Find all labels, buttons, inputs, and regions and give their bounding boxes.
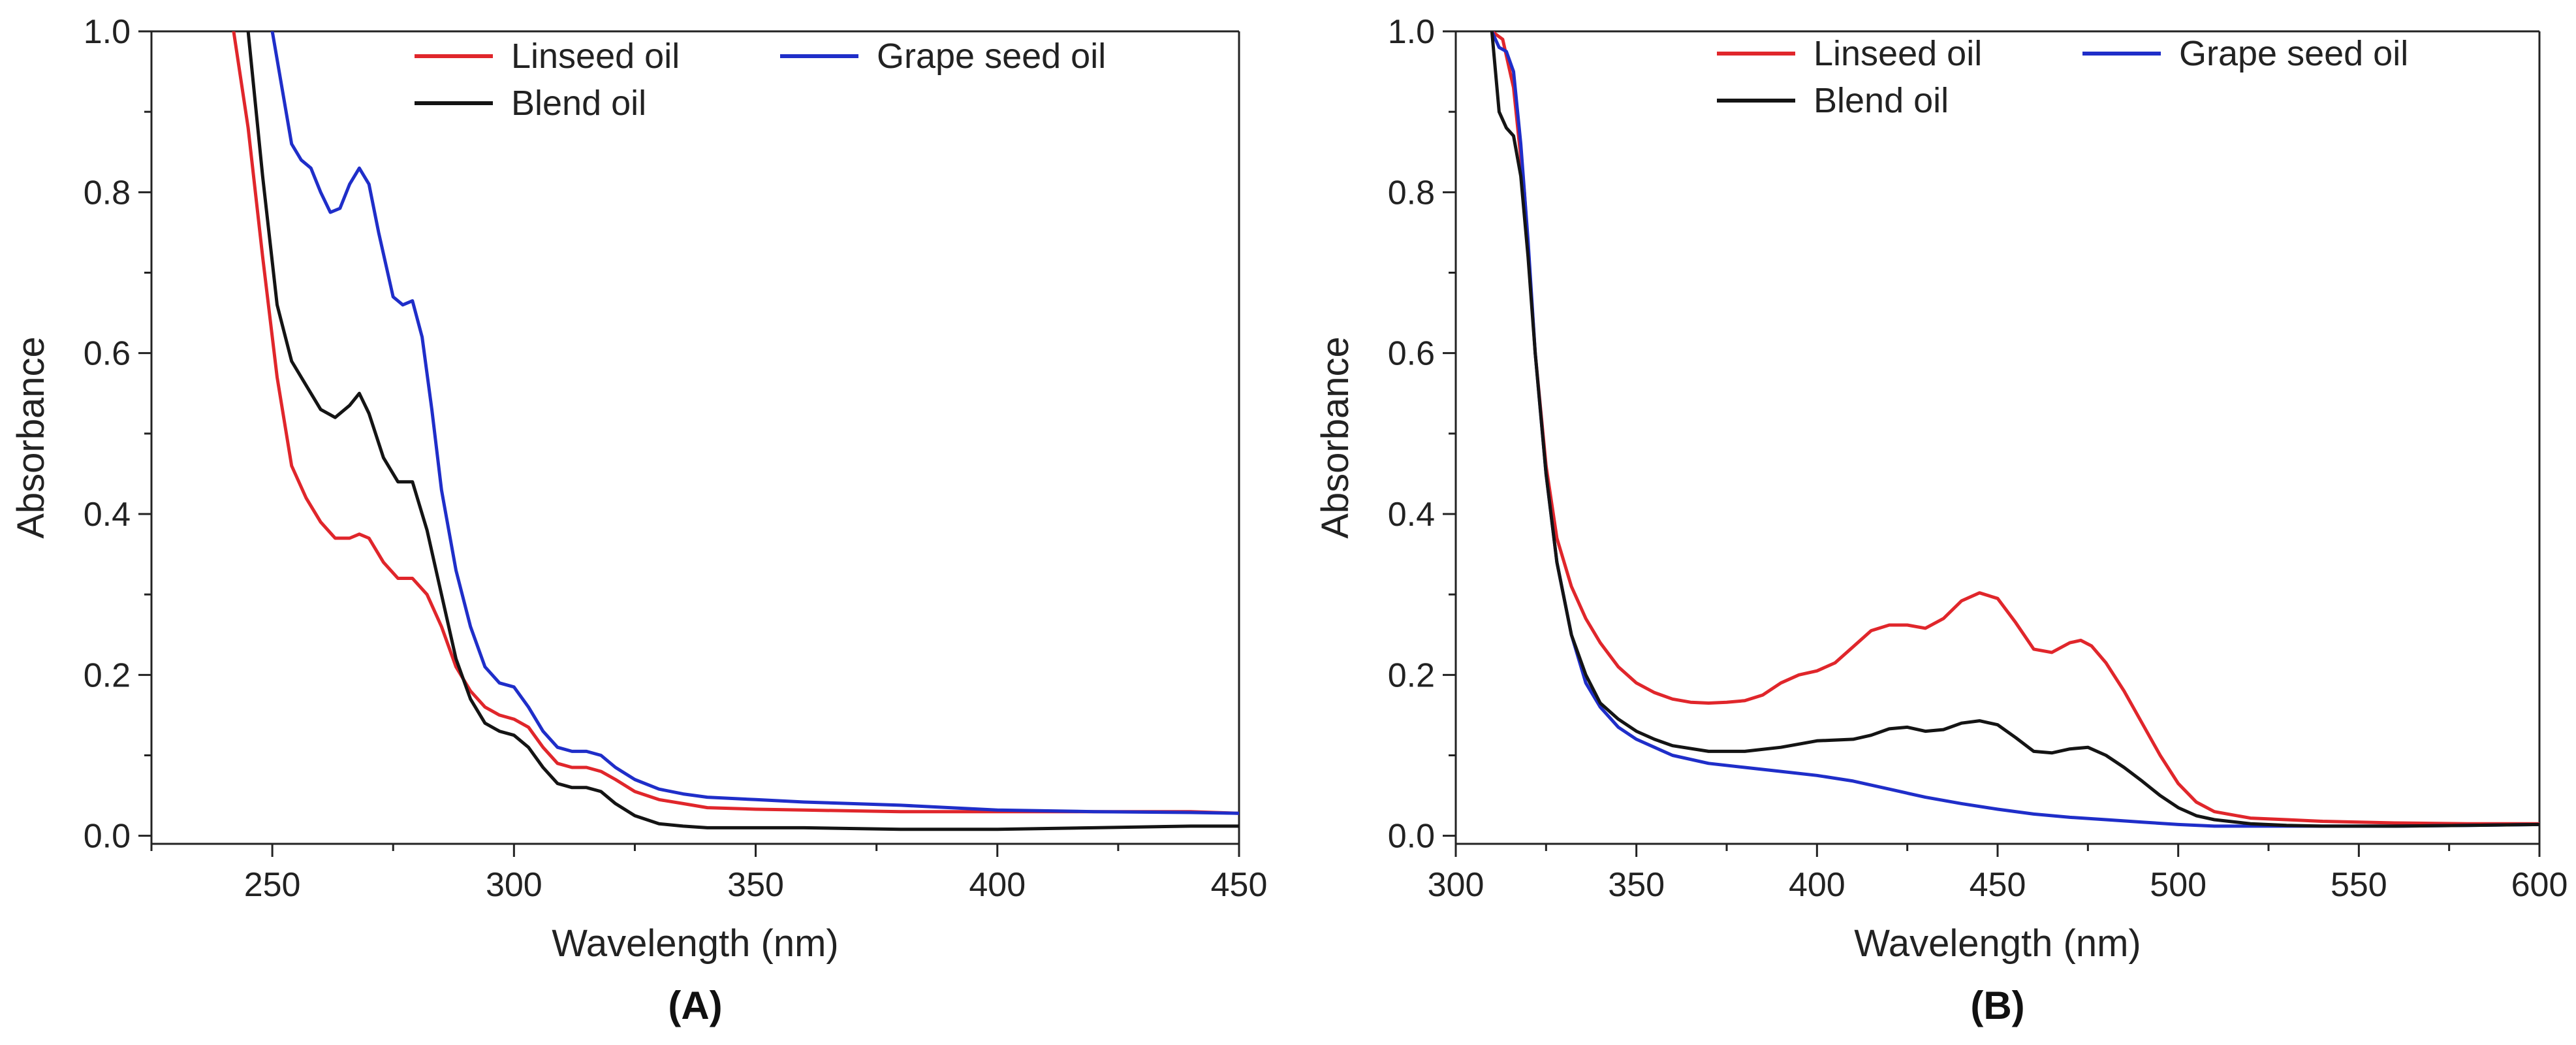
panel-a-x-tick-label-350: 350 bbox=[727, 866, 784, 904]
panel-b-y-tick-label-4: 0.8 bbox=[1388, 174, 1435, 212]
panel-b-x-tick-label-300: 300 bbox=[1428, 866, 1484, 904]
panel-b-y-tick-label-5: 1.0 bbox=[1388, 13, 1435, 51]
panel-a-y-tick-label-2: 0.4 bbox=[84, 496, 131, 534]
panel-a-legend-label-blend-oil: Blend oil bbox=[511, 84, 646, 123]
panel-a-x-tick-label-400: 400 bbox=[969, 866, 1026, 904]
panel-a-y-tick-label-5: 1.0 bbox=[84, 13, 131, 51]
panel-b-y-axis-label: Absorbance bbox=[1314, 336, 1357, 539]
panel-b-y-tick-label-1: 0.2 bbox=[1388, 656, 1435, 694]
panel-a-caption: (A) bbox=[668, 984, 722, 1027]
panel-b-caption: (B) bbox=[1970, 984, 2024, 1027]
panel-a-y-tick-label-3: 0.6 bbox=[84, 335, 131, 373]
panel-b-legend-label-blend-oil: Blend oil bbox=[1814, 81, 1949, 120]
panel-b-series-line-linseed-oil bbox=[1490, 31, 2539, 826]
panel-b-x-tick-label-600: 600 bbox=[2511, 866, 2568, 904]
panel-b-x-axis-label: Wavelength (nm) bbox=[1854, 922, 2141, 965]
panel-a-series-line-grape-seed-oil bbox=[270, 31, 1239, 815]
panel-b-legend-label-linseed-oil: Linseed oil bbox=[1814, 34, 1982, 73]
panel-b-x-tick-label-500: 500 bbox=[2150, 866, 2207, 904]
panel-a-x-tick-label-450: 450 bbox=[1211, 866, 1268, 904]
panel-a-series-line-linseed-oil bbox=[232, 31, 1239, 815]
panel-a-x-tick-label-250: 250 bbox=[244, 866, 301, 904]
chart-panel-a: 250 300 350 400 450 0.0 0.2 0.4 0.6 0.8 1.0 Wavelen… bbox=[10, 13, 1267, 1027]
panel-b-x-tick-label-350: 350 bbox=[1608, 866, 1665, 904]
panel-a-y-tick-label-0: 0.0 bbox=[84, 818, 131, 856]
panel-b-y-tick-label-3: 0.6 bbox=[1388, 335, 1435, 373]
panel-a-legend-label-grape-seed-oil: Grape seed oil bbox=[877, 37, 1106, 76]
panel-a-series-line-blend-oil bbox=[246, 31, 1239, 831]
panel-a-y-tick-label-1: 0.2 bbox=[84, 656, 131, 694]
panel-b-y-tick-label-0: 0.0 bbox=[1388, 818, 1435, 856]
panel-b-x-tick-label-550: 550 bbox=[2331, 866, 2387, 904]
panel-a-x-axis-label: Wavelength (nm) bbox=[552, 922, 838, 965]
panel-b-y-tick-label-2: 0.4 bbox=[1388, 496, 1435, 534]
panel-b-x-tick-label-400: 400 bbox=[1789, 866, 1846, 904]
panel-b-legend-label-grape-seed-oil: Grape seed oil bbox=[2179, 34, 2408, 73]
panel-a-legend-label-linseed-oil: Linseed oil bbox=[511, 37, 680, 76]
panel-a-x-tick-label-300: 300 bbox=[486, 866, 542, 904]
panel-b-series-line-blend-oil bbox=[1490, 31, 2539, 828]
panel-a-y-tick-label-4: 0.8 bbox=[84, 174, 131, 212]
panel-b-x-tick-label-450: 450 bbox=[1970, 866, 2026, 904]
chart-panel-b: 300 350 400 450 500 550 600 0.0 0.2 0.4 0.6 0.8 1.0 W… bbox=[1314, 13, 2568, 1027]
panel-a-y-axis-label: Absorbance bbox=[10, 336, 52, 539]
